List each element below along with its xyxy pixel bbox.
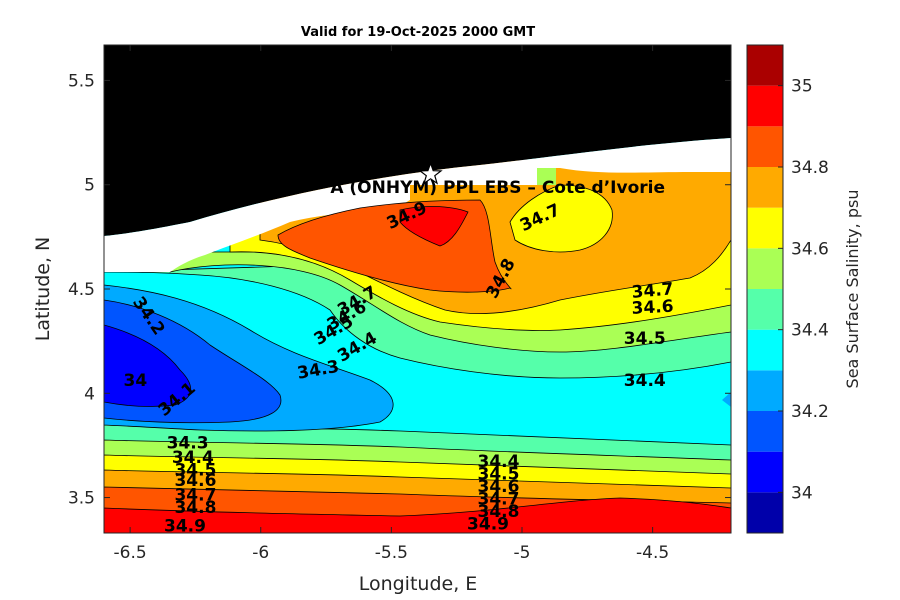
colorbar <box>746 44 784 534</box>
contour-label: 34.8 <box>174 498 216 518</box>
contour-label: 34.5 <box>624 329 666 349</box>
contour-label: 34.6 <box>174 471 216 491</box>
y-tick-label: 5.5 <box>68 71 95 91</box>
contour-label: 34 <box>124 371 148 391</box>
contour-label: 34.6 <box>631 297 674 319</box>
colorbar-tick-label: 35 <box>791 77 813 97</box>
y-tick-label: 4 <box>84 384 95 404</box>
x-tick-label: -5.5 <box>375 543 408 563</box>
band-34.0-west <box>104 324 192 407</box>
x-tick-label: -6 <box>252 543 269 563</box>
band-34.5-sliver <box>537 168 556 185</box>
contour-label: 34.5 <box>174 460 216 480</box>
chart-title: Valid for 19-Oct-2025 2000 GMT <box>301 25 535 40</box>
colorbar-bin <box>747 248 783 289</box>
colorbar-bin <box>747 289 783 330</box>
colorbar-tick-label: 34 <box>791 483 813 503</box>
band-34.6-east-patch <box>509 184 613 253</box>
colorbar-tick-label: 34.8 <box>791 158 829 178</box>
y-tick-label: 5 <box>84 176 95 196</box>
colorbar-tick-label: 34.6 <box>791 239 829 259</box>
y-tick-label: 4.5 <box>68 280 95 300</box>
contour-label: 34.5 <box>478 465 520 485</box>
colorbar-tick-label: 34.4 <box>791 321 829 341</box>
contour-label: 34.6 <box>478 477 520 497</box>
colorbar-bin <box>747 370 783 411</box>
colorbar-tick-label: 34.2 <box>791 402 829 422</box>
colorbar-bin <box>747 411 783 452</box>
contour-label: 34.7 <box>174 485 216 505</box>
colorbar-bin <box>747 492 783 533</box>
x-axis: -6.5 -6 -5.5 -5 -4.5 <box>114 45 669 563</box>
land-mask <box>104 45 731 236</box>
colorbar-ticks: 34 34.2 34.4 34.6 34.8 35 <box>778 77 829 503</box>
x-tick-label: -5 <box>514 543 531 563</box>
contour-field <box>104 45 731 533</box>
contour-label: 34.4 <box>172 448 214 468</box>
x-axis-label: Longitude, E <box>359 573 478 595</box>
colorbar-bin <box>747 126 783 167</box>
band-34.9-core <box>399 206 469 247</box>
contour-label: 34.3 <box>167 433 209 453</box>
contour-label: 34.8 <box>478 502 520 522</box>
colorbar-bin <box>747 207 783 249</box>
colorbar-bin <box>747 167 783 208</box>
x-tick-label: -6.5 <box>114 543 147 563</box>
contour-label: 34.4 <box>624 371 666 391</box>
colorbar-bin <box>747 85 783 127</box>
contour-label: 34.9 <box>164 517 206 537</box>
y-tick-label: 3.5 <box>68 489 95 509</box>
band-34.3-east-blip <box>722 392 731 407</box>
contour-label: 34.9 <box>467 515 509 535</box>
colorbar-bin <box>747 329 783 371</box>
colorbar-bin <box>747 45 783 86</box>
contour-label: 34.7 <box>478 490 520 510</box>
colorbar-frame <box>746 44 784 534</box>
site-star-marker <box>418 161 443 185</box>
colorbar-bin <box>747 451 783 493</box>
x-tick-label: -4.5 <box>636 543 669 563</box>
contour-label: 34.7 <box>631 279 675 303</box>
y-axis: 3.5 4 4.5 5 5.5 <box>68 71 731 509</box>
y-axis-label: Latitude, N <box>32 237 54 342</box>
contour-label: 34.4 <box>478 452 520 472</box>
band-34.9-south <box>104 497 731 533</box>
coastal-strip <box>104 138 731 272</box>
colorbar-label: Sea Surface Salinity, psu <box>843 190 862 389</box>
site-label: A (ONHYM) PPL EBS – Cote d’Ivorie <box>330 178 665 198</box>
